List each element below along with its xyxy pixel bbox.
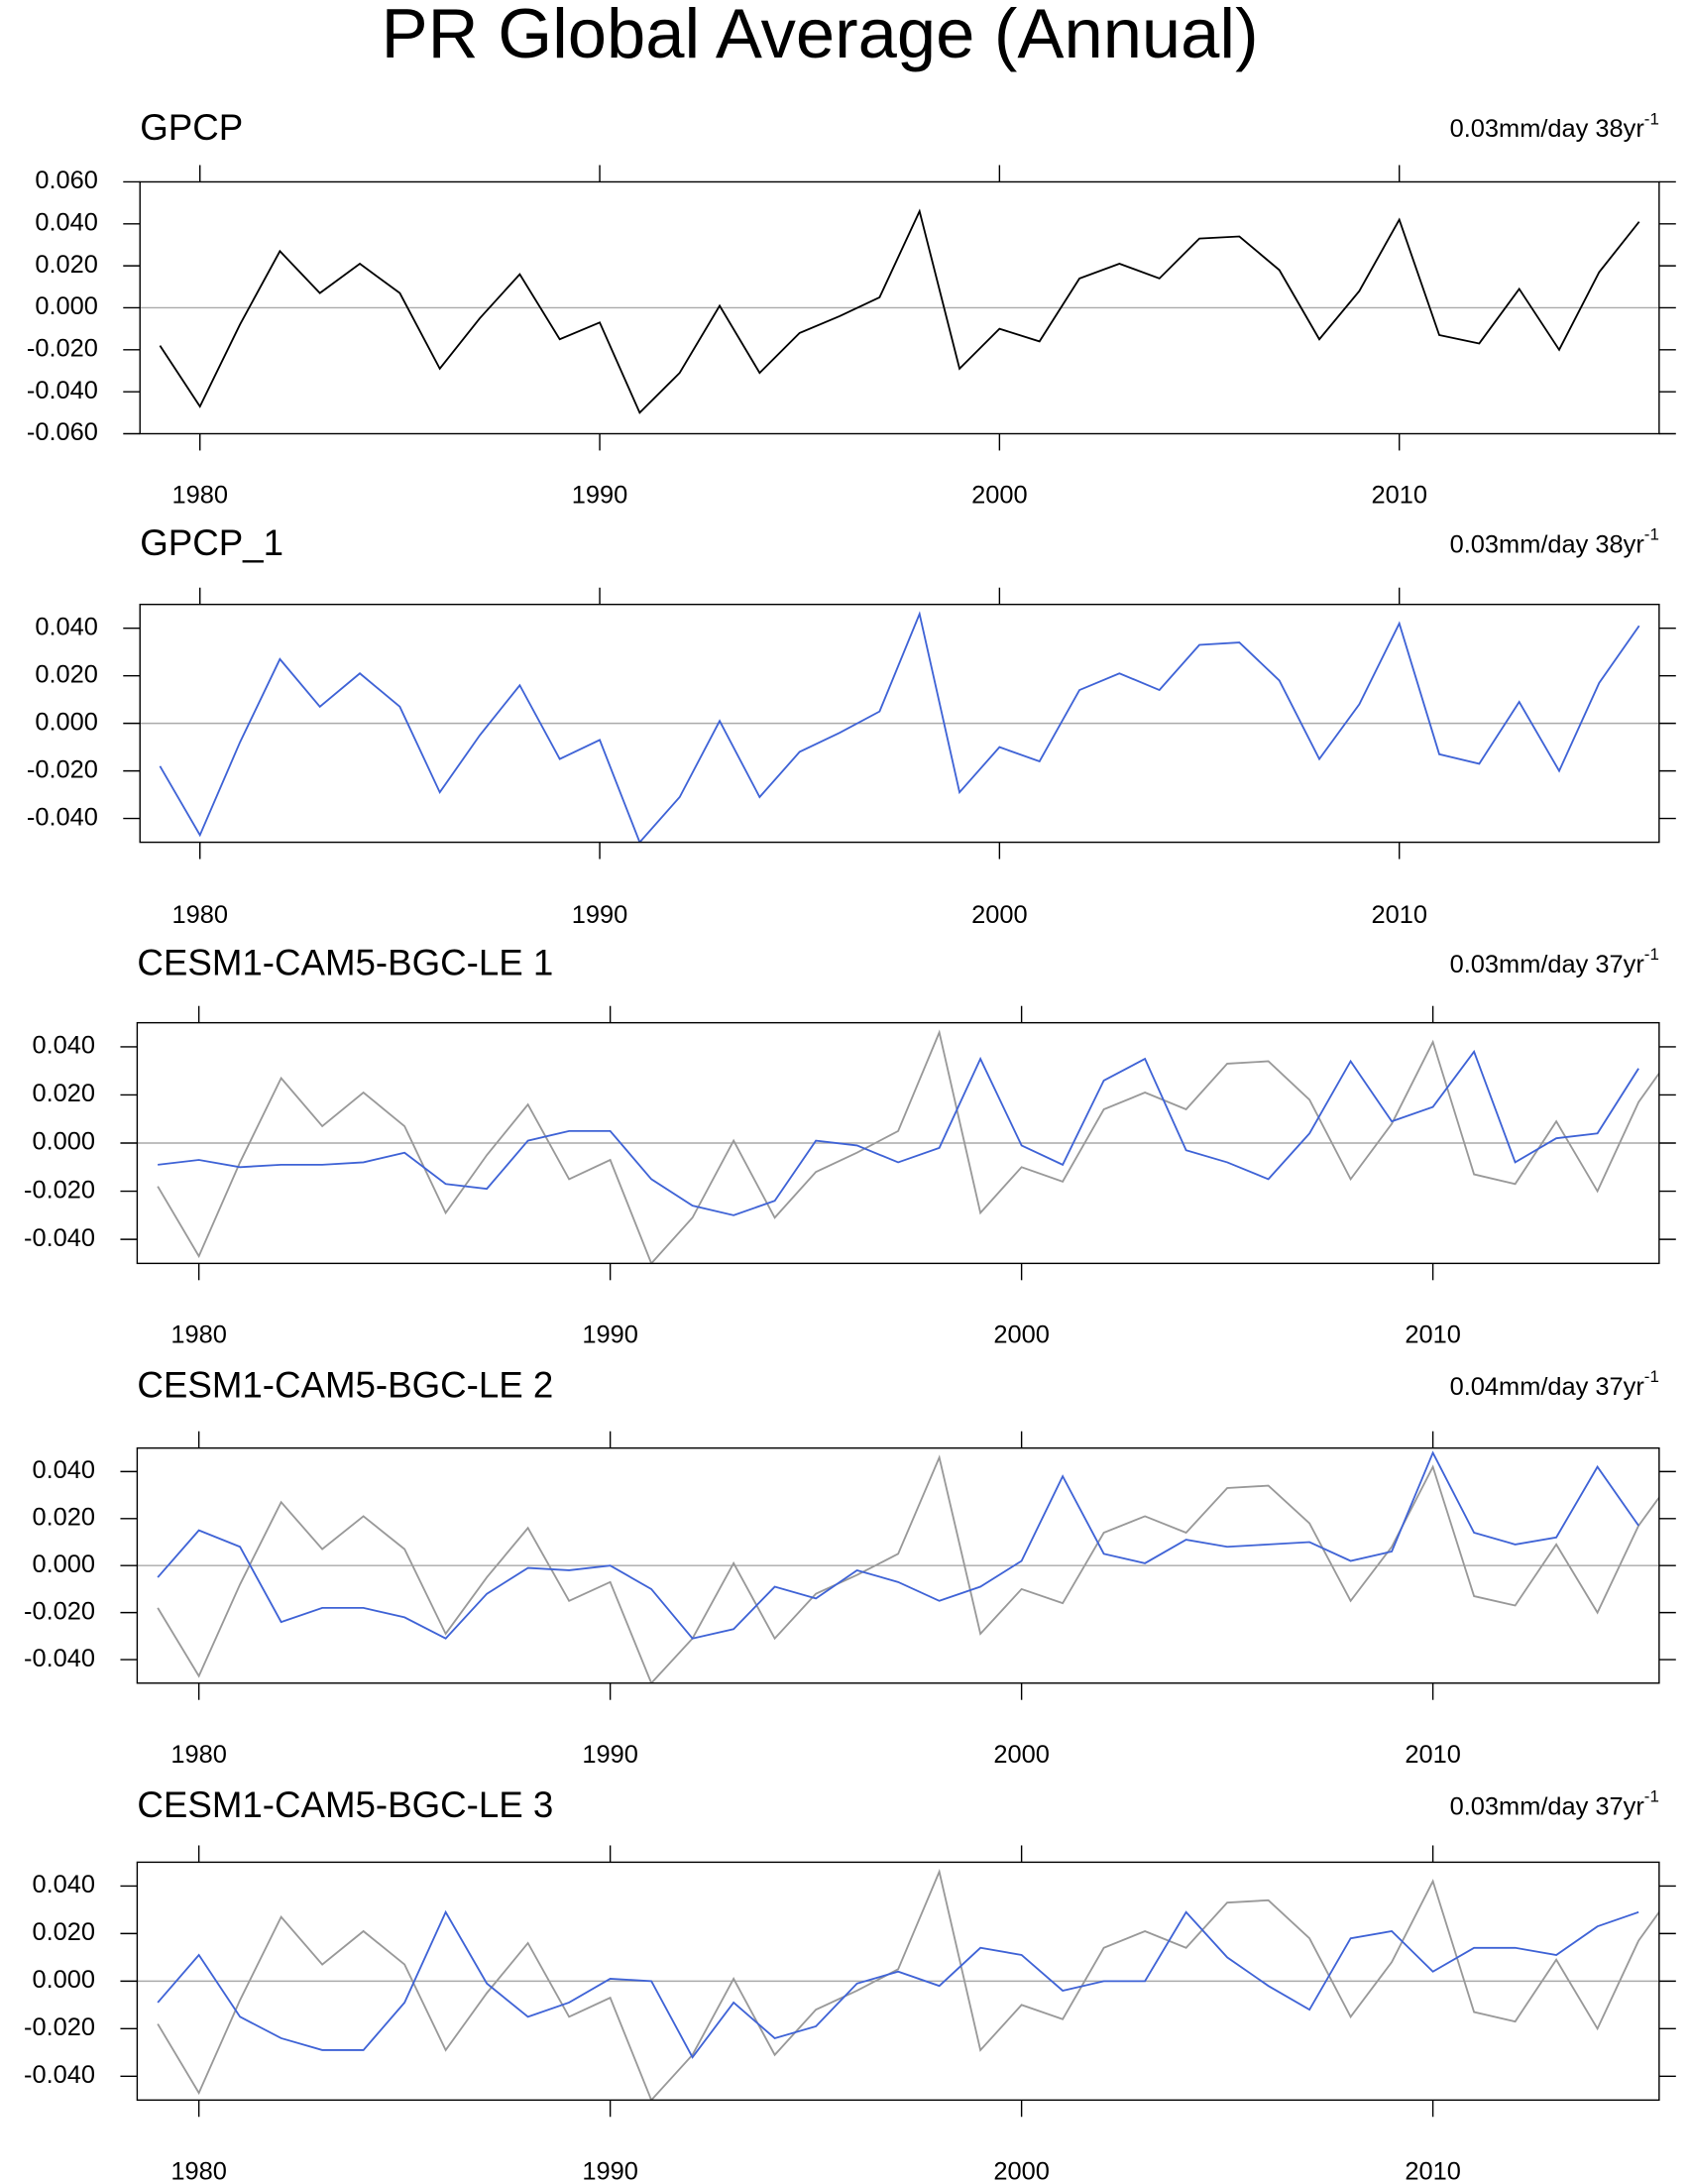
y-tick-label: 0.000 [33, 1966, 96, 1994]
x-tick-label: 2010 [1405, 1741, 1460, 1769]
series-line [159, 208, 1640, 414]
x-tick-label: 1990 [582, 1321, 637, 1348]
y-tick-label: 0.040 [35, 209, 98, 237]
panel-title: CESM1-CAM5-BGC-LE 3 [137, 1784, 553, 1825]
trend-superscript: -1 [1644, 110, 1659, 129]
y-tick-label: 0.000 [33, 1128, 96, 1156]
x-tick-label: 1980 [170, 1741, 226, 1769]
x-tick-label: 1990 [582, 1741, 637, 1769]
panel-trend: 0.03mm/day 38yr-1 [1450, 525, 1659, 558]
y-tick-label: -0.040 [27, 803, 98, 831]
x-tick-label: 2000 [993, 2157, 1049, 2184]
y-tick-label: 0.000 [33, 1551, 96, 1578]
x-tick-label: 1980 [170, 1321, 226, 1348]
y-tick-label: -0.020 [27, 755, 98, 783]
figure-title: PR Global Average (Annual) [382, 0, 1259, 72]
x-tick-label: 2010 [1371, 482, 1426, 510]
panel: CESM1-CAM5-BGC-LE 3 0.03mm/day 37yr-1 -0.0… [24, 1784, 1676, 2184]
plot-frame [139, 603, 1660, 844]
panel: CESM1-CAM5-BGC-LE 1 0.03mm/day 37yr-1 -0.0… [24, 942, 1676, 1348]
panel: CESM1-CAM5-BGC-LE 2 0.04mm/day 37yr-1 -0.0… [24, 1365, 1676, 1769]
y-tick-label: -0.020 [24, 2013, 95, 2041]
trend-text: 0.03mm/day 37yr [1450, 1792, 1645, 1820]
x-tick-label: 2010 [1371, 901, 1426, 929]
panel: GPCP_1 0.03mm/day 38yr-1 -0.040 -0.020 0.000… [27, 522, 1676, 929]
y-tick-label: 0.040 [35, 613, 98, 640]
y-tick-label: -0.020 [27, 335, 98, 363]
y-tick-label: -0.040 [24, 1645, 95, 1672]
plot-frame [136, 1861, 1660, 2102]
panel-trend: 0.03mm/day 38yr-1 [1450, 110, 1659, 143]
trend-text: 0.03mm/day 38yr [1450, 530, 1645, 558]
y-tick-label: 0.040 [33, 1032, 96, 1060]
trend-superscript: -1 [1644, 525, 1659, 544]
x-tick-label: 1990 [582, 2157, 637, 2184]
trend-text: 0.03mm/day 37yr [1450, 950, 1645, 977]
y-tick-label: -0.060 [27, 418, 98, 446]
plot-frame [136, 1021, 1660, 1265]
plot-frame [139, 180, 1660, 435]
panel-title: GPCP [140, 107, 243, 148]
y-tick-label: 0.060 [35, 167, 98, 194]
x-tick-label: 1980 [171, 482, 227, 510]
y-tick-label: -0.020 [24, 1597, 95, 1625]
y-tick-label: 0.000 [35, 708, 98, 736]
series-line [157, 1029, 1659, 1264]
y-tick-label: 0.020 [33, 1918, 96, 1946]
y-tick-label: 0.020 [35, 660, 98, 688]
x-tick-label: 1980 [170, 2157, 226, 2184]
series-line [158, 1049, 1639, 1216]
y-tick-label: -0.040 [24, 2061, 95, 2089]
series-line [157, 1869, 1659, 2101]
y-tick-label: 0.040 [33, 1456, 96, 1484]
x-tick-label: 1990 [572, 482, 627, 510]
trend-superscript: -1 [1644, 1787, 1659, 1806]
series-line [157, 1909, 1639, 2059]
panel: GPCP 0.03mm/day 38yr-1 -0.060 -0.040 -0.020 0… [27, 107, 1676, 510]
trend-superscript: -1 [1644, 1368, 1659, 1387]
y-tick-label: 0.020 [35, 251, 98, 279]
series-line [159, 611, 1640, 843]
x-tick-label: 2010 [1405, 2157, 1460, 2184]
panel-trend: 0.04mm/day 37yr-1 [1450, 1368, 1659, 1401]
y-tick-label: 0.020 [33, 1504, 96, 1532]
panel-title: GPCP_1 [140, 522, 283, 563]
y-tick-label: 0.020 [33, 1080, 96, 1107]
x-tick-label: 2000 [993, 1321, 1049, 1348]
trend-text: 0.03mm/day 38yr [1450, 115, 1645, 143]
series-line [157, 1454, 1659, 1683]
series-line [157, 1450, 1639, 1640]
x-tick-label: 1990 [572, 901, 627, 929]
x-tick-label: 2000 [971, 482, 1027, 510]
x-tick-label: 1980 [171, 901, 227, 929]
y-tick-label: -0.040 [24, 1224, 95, 1252]
x-tick-label: 2000 [971, 901, 1027, 929]
x-tick-label: 2010 [1405, 1321, 1460, 1348]
trend-superscript: -1 [1644, 945, 1659, 964]
y-tick-label: -0.040 [27, 377, 98, 404]
panel-trend: 0.03mm/day 37yr-1 [1450, 1787, 1659, 1820]
panel-trend: 0.03mm/day 37yr-1 [1450, 945, 1659, 977]
trend-text: 0.04mm/day 37yr [1450, 1373, 1645, 1401]
y-tick-label: 0.040 [33, 1871, 96, 1898]
panel-title: CESM1-CAM5-BGC-LE 2 [137, 1365, 553, 1406]
plot-frame [136, 1446, 1660, 1684]
y-tick-label: 0.000 [35, 292, 98, 320]
y-tick-label: -0.020 [24, 1176, 95, 1204]
x-tick-label: 2000 [993, 1741, 1049, 1769]
panel-title: CESM1-CAM5-BGC-LE 1 [137, 942, 553, 982]
